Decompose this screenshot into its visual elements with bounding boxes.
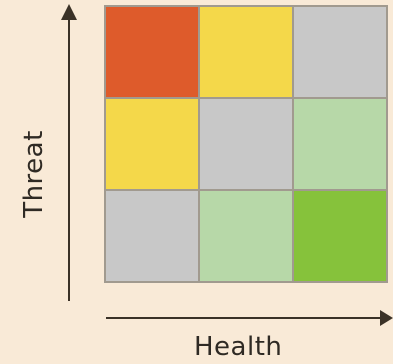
matrix-cell-r1-c3 [294, 7, 386, 97]
threat-health-matrix [104, 5, 388, 283]
x-axis-line [106, 317, 383, 319]
matrix-cell-r1-c2 [200, 7, 292, 97]
matrix-cell-r2-c3 [294, 99, 386, 189]
x-axis-label: Health [194, 332, 283, 362]
matrix-cell-r3-c3 [294, 191, 386, 281]
y-axis-arrowhead [61, 4, 77, 20]
y-axis-line [68, 16, 70, 301]
matrix-cell-r1-c1 [106, 7, 198, 97]
matrix-cell-r3-c1 [106, 191, 198, 281]
matrix-cell-r3-c2 [200, 191, 292, 281]
matrix-cell-r2-c2 [200, 99, 292, 189]
matrix-cell-r2-c1 [106, 99, 198, 189]
x-axis-arrowhead [380, 310, 393, 326]
y-axis-label: Threat [19, 130, 49, 218]
